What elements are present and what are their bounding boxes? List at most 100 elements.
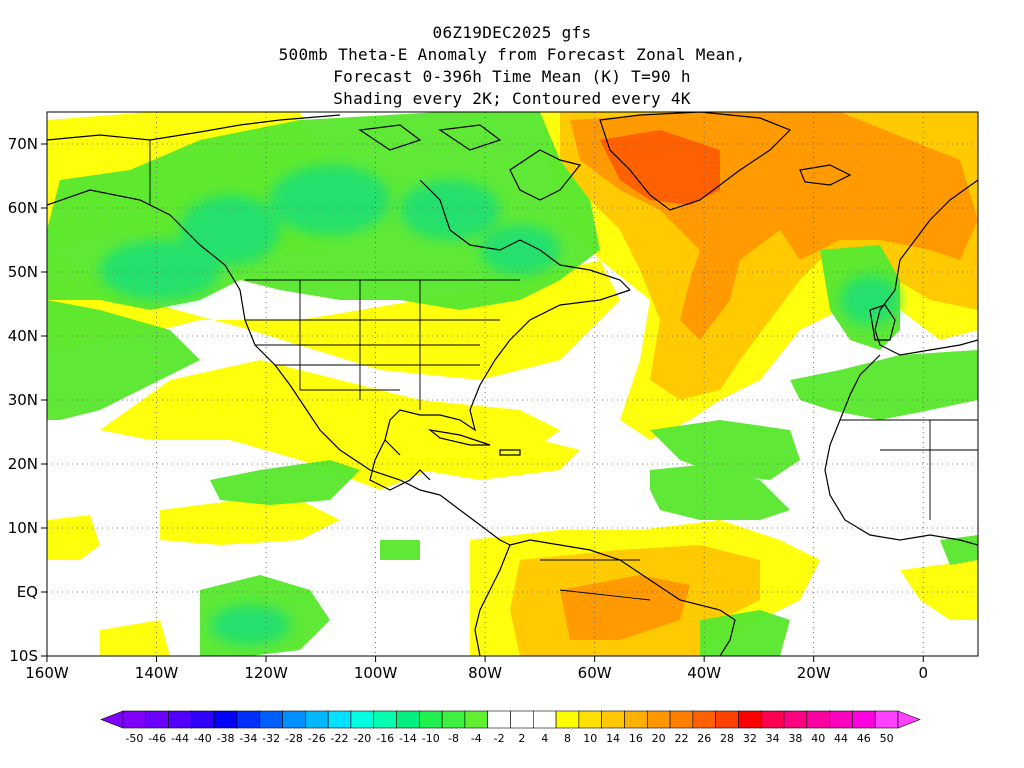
colorbar-swatch [464,710,489,729]
colorbar-swatch [327,710,352,729]
gridlines [46,112,978,656]
colorbar-label: -10 [422,732,440,745]
lat-tick-label: 10N [8,519,38,537]
colorbar-label: 22 [674,732,688,745]
colorbar-swatch [646,710,671,729]
colorbar-swatch [419,710,443,729]
colorbar-swatch [510,710,534,729]
colorbar-label: 44 [834,732,848,745]
political-borders [149,140,978,601]
colorbar: -50 -46 -44 -40 -38 -34 -32 -28 -26 -22 -20 -16 -14-… [100,710,921,745]
colorbar-label: 26 [697,732,711,745]
colorbar-label: -14 [399,732,417,745]
lat-tick-label: 10S [9,647,38,665]
colorbar-max-arrow [897,710,921,729]
lon-tick-label: 60W [578,664,612,682]
colorbar-label: -40 [194,732,212,745]
colorbar-label: -20 [353,732,371,745]
colorbar-swatch [305,710,329,729]
colorbar-label: 14 [606,732,620,745]
lon-tick-label: 140W [135,664,179,682]
colorbar-swatch [236,710,261,729]
colorbar-label: -38 [217,732,235,745]
lat-tick-label: 20N [8,455,38,473]
colorbar-label: -22 [331,732,349,745]
colorbar-label: -26 [308,732,326,745]
colorbar-swatch [852,710,876,729]
anomaly-shading [47,112,978,656]
colorbar-swatch [122,710,147,729]
colorbar-label: 2 [518,732,525,745]
colorbar-label: -44 [171,732,189,745]
colorbar-label: -32 [262,732,280,745]
colorbar-swatch [168,710,192,729]
lat-tick-label: 60N [8,199,38,217]
lon-tick-label: 20W [797,664,831,682]
colorbar-label: 16 [629,732,643,745]
lon-tick-label: 40W [687,664,721,682]
colorbar-label: 38 [788,732,802,745]
colorbar-label: 34 [766,732,780,745]
colorbar-min-arrow [100,710,124,729]
colorbar-label: -50 [125,732,143,745]
colorbar-swatch [692,710,716,729]
colorbar-swatch [829,710,853,729]
colorbar-label: -16 [376,732,394,745]
colorbar-swatch [145,710,169,729]
colorbar-swatch [669,710,694,729]
colorbar-swatch [874,710,899,729]
colorbar-label: 10 [583,732,597,745]
colorbar-swatch [738,710,762,729]
colorbar-label: 40 [811,732,825,745]
lat-tick-label: 30N [8,391,38,409]
colorbar-swatch [213,710,238,729]
colorbar-swatch [441,710,466,729]
colorbar-swatch [624,710,648,729]
colorbar-swatch [760,710,785,729]
colorbar-label: -46 [148,732,166,745]
colorbar-swatch [806,710,830,729]
colorbar-label: 46 [857,732,871,745]
colorbar-label: -4 [471,732,482,745]
colorbar-swatch [350,710,375,729]
colorbar-label: -2 [494,732,505,745]
lon-tick-label: 80W [468,664,502,682]
colorbar-label: 4 [541,732,548,745]
colorbar-label: -34 [239,732,257,745]
colorbar-label: 50 [880,732,894,745]
lon-tick-label: 0 [918,664,928,682]
plot-frame [46,111,979,657]
lat-tick-label: 40N [8,327,38,345]
title-line-1: 06Z19DEC2025 gfs [432,23,592,42]
colorbar-label: 28 [720,732,734,745]
colorbar-swatch [715,710,739,729]
colorbar-swatch [259,710,283,729]
axis-ticks: 160W 140W 120W 100W 80W 60W 40W 20W 0 10S EQ 10N 20N… [8,135,928,682]
title-line-3: Forecast 0-396h Time Mean (K) T=90 h [333,67,691,86]
lat-tick-label: EQ [17,583,38,601]
map-title: 06Z19DEC2025 gfs 500mb Theta-E Anomaly f… [0,22,1024,110]
colorbar-swatch [783,710,808,729]
lat-tick-label: 50N [8,263,38,281]
colorbar-label: 20 [652,732,666,745]
coastlines [47,112,978,656]
lon-tick-label: 120W [244,664,288,682]
colorbar-swatch [532,710,557,729]
colorbar-swatch [601,710,625,729]
colorbar-swatch [578,710,602,729]
colorbar-swatch [373,710,397,729]
lon-tick-label: 160W [25,664,69,682]
lat-tick-label: 70N [8,135,38,153]
colorbar-label: -8 [448,732,459,745]
colorbar-swatch [396,710,420,729]
colorbar-swatch [191,710,215,729]
title-line-2: 500mb Theta-E Anomaly from Forecast Zona… [278,45,746,64]
colorbar-label: 8 [564,732,571,745]
colorbar-swatch [555,710,580,729]
title-line-4: Shading every 2K; Contoured every 4K [333,89,691,108]
colorbar-swatch [282,710,306,729]
lon-tick-label: 100W [354,664,398,682]
colorbar-swatch [487,710,511,729]
colorbar-label: -28 [285,732,303,745]
